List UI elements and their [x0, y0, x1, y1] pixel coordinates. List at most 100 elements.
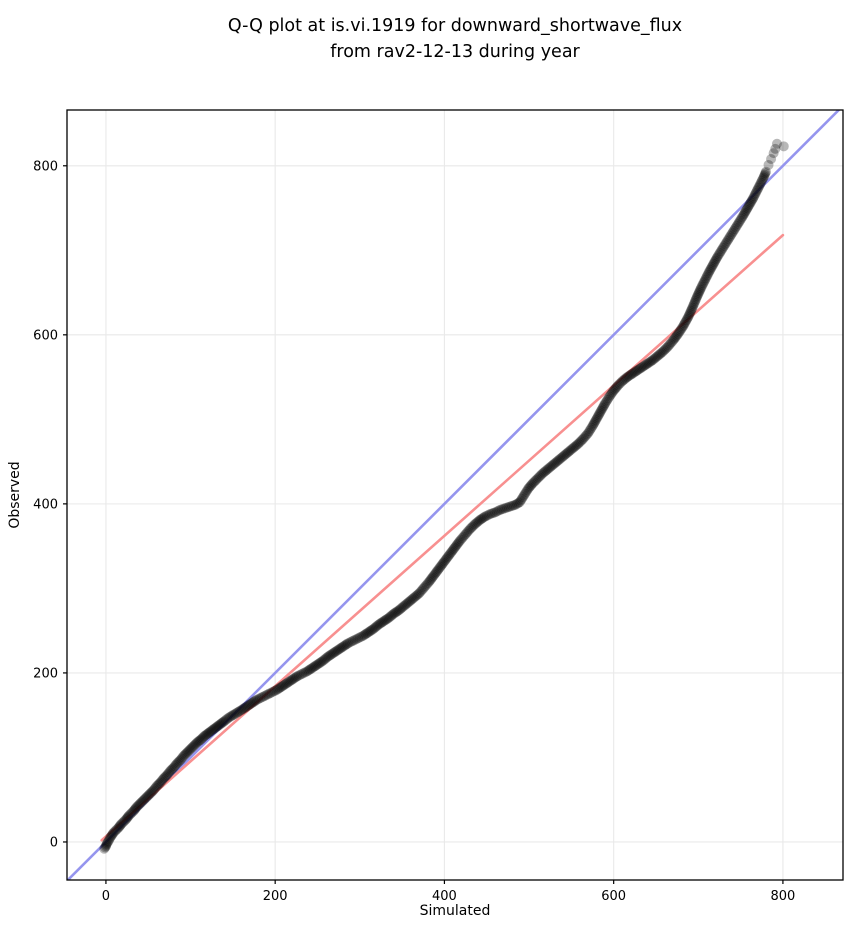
scatter-point — [678, 321, 689, 332]
scatter-point — [755, 177, 766, 188]
scatter-point — [331, 645, 342, 656]
scatter-point — [213, 720, 224, 731]
scatter-point — [447, 545, 458, 556]
scatter-point — [349, 634, 360, 645]
scatter-point — [200, 730, 211, 741]
scatter-point — [566, 444, 577, 455]
scatter-point — [704, 266, 715, 277]
scatter-point — [274, 683, 285, 694]
scatter-point — [670, 331, 681, 342]
scatter-point — [562, 447, 573, 458]
scatter-point — [641, 359, 652, 370]
scatter-point — [595, 407, 606, 418]
chart-title-line2: from rav2-12-13 during year — [330, 42, 580, 62]
scatter-point — [187, 741, 198, 752]
scatter-point — [430, 568, 441, 579]
scatter-point — [147, 786, 158, 797]
scatter-point — [750, 187, 761, 198]
scatter-point — [536, 469, 547, 480]
scatter-point — [251, 694, 262, 705]
scatter-point — [682, 313, 693, 324]
scatter-point — [285, 675, 296, 686]
scatter-point — [502, 502, 513, 513]
scatter-point — [689, 297, 700, 308]
scatter-point — [718, 242, 729, 253]
scatter-point — [532, 473, 543, 484]
scatter-point — [190, 739, 201, 750]
scatter-point — [768, 148, 779, 159]
scatter-point — [549, 458, 560, 469]
scatter-point — [574, 437, 585, 448]
scatter-point — [437, 559, 448, 570]
scatter-point — [388, 608, 399, 619]
scatter-point — [157, 774, 168, 785]
scatter-point — [647, 355, 658, 366]
scatter-point — [159, 772, 170, 783]
scatter-point — [346, 636, 357, 647]
scatter-point — [195, 734, 206, 745]
scatter-point — [356, 631, 367, 642]
scatter-point — [152, 780, 163, 791]
scatter-point — [193, 736, 204, 747]
scatter-point — [415, 586, 426, 597]
scatter-point — [386, 610, 397, 621]
scatter-point — [700, 273, 711, 284]
scatter-point — [732, 219, 743, 230]
scatter-point — [212, 721, 223, 732]
scatter-point — [254, 693, 265, 704]
scatter-point — [184, 745, 195, 756]
scatter-point — [336, 642, 347, 653]
scatter-point — [538, 467, 549, 478]
scatter-point — [178, 750, 189, 761]
scatter-point — [609, 384, 620, 395]
scatter-point — [473, 515, 484, 526]
scatter-point — [341, 639, 352, 650]
scatter-point — [265, 688, 276, 699]
scatter-point — [759, 171, 770, 182]
scatter-point — [688, 299, 699, 310]
scatter-point — [770, 143, 781, 154]
scatter-point — [271, 684, 282, 695]
scatter-point — [650, 353, 661, 364]
scatter-point — [452, 538, 463, 549]
scatter-point — [137, 796, 148, 807]
scatter-point — [114, 821, 125, 832]
scatter-point — [263, 689, 274, 700]
scatter-point — [205, 726, 216, 737]
scatter-point — [486, 508, 497, 519]
scatter-point — [439, 556, 450, 567]
scatter-point — [211, 722, 222, 733]
scatter-point — [576, 435, 587, 446]
scatter-point — [101, 838, 112, 849]
scatter-point — [363, 627, 374, 638]
scatter-point — [507, 500, 518, 511]
scatter-point — [457, 533, 468, 544]
scatter-point — [593, 410, 604, 421]
scatter-point — [531, 474, 542, 485]
y-tick-label: 200 — [33, 666, 58, 681]
scatter-point — [179, 749, 190, 760]
scatter-point — [738, 209, 749, 220]
scatter-point — [763, 159, 774, 170]
scatter-point — [164, 767, 175, 778]
scatter-point — [575, 436, 586, 447]
x-tick-label: 200 — [263, 889, 288, 904]
scatter-point — [578, 433, 589, 444]
scatter-point — [637, 361, 648, 372]
scatter-point — [206, 725, 217, 736]
scatter-point — [218, 716, 229, 727]
scatter-point — [169, 761, 180, 772]
scatter-point — [599, 399, 610, 410]
scatter-point — [361, 628, 372, 639]
scatter-point — [233, 706, 244, 717]
scatter-point — [143, 789, 154, 800]
scatter-point — [311, 660, 322, 671]
scatter-point — [513, 498, 524, 509]
scatter-point — [283, 677, 294, 688]
scatter-point — [396, 603, 407, 614]
scatter-point — [260, 690, 271, 701]
scatter-point — [433, 564, 444, 575]
scatter-point — [151, 781, 162, 792]
scatter-point — [720, 239, 731, 250]
scatter-point — [216, 718, 227, 729]
